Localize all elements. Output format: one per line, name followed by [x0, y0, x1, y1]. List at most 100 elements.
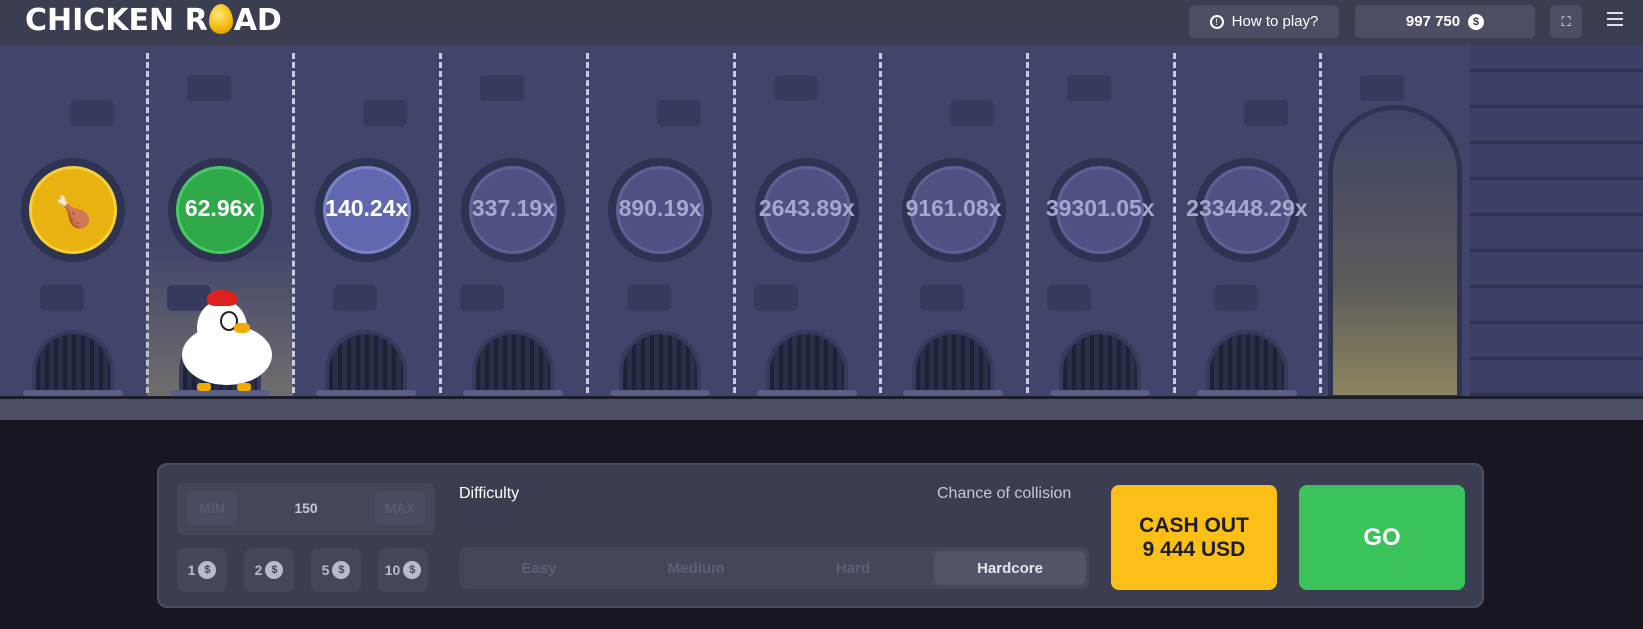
sewer-base	[23, 390, 123, 396]
chip-1-button[interactable]: 1 $	[177, 548, 227, 592]
dollar-coin-icon: $	[403, 561, 422, 579]
menu-icon[interactable]	[1607, 12, 1623, 30]
sewer-base	[463, 390, 564, 396]
multiplier-coin: 890.19x	[608, 158, 713, 262]
multiplier-value: 337.19x	[471, 195, 555, 221]
lane-divider	[1025, 53, 1029, 393]
logo: CHICKEN R AD	[25, 3, 282, 38]
brick	[480, 75, 525, 101]
brick	[656, 100, 701, 126]
fullscreen-icon: ⛶	[1561, 13, 1571, 29]
min-button[interactable]: MIN	[187, 491, 237, 525]
difficulty-hardcore-tab[interactable]: Hardcore	[934, 551, 1086, 585]
info-icon: !	[1209, 14, 1224, 29]
sewer-grate	[912, 330, 995, 392]
multiplier-value: 890.19x	[618, 195, 702, 221]
sewer-base	[169, 390, 270, 396]
multiplier-coin: 233448.29x	[1186, 158, 1308, 262]
sewer-grate	[32, 330, 114, 392]
multiplier-coin: 39301.05x	[1046, 158, 1155, 262]
difficulty-easy-tab[interactable]: Easy	[521, 559, 557, 577]
brick	[1243, 100, 1288, 126]
lane-divider	[879, 53, 883, 393]
dollar-coin-icon: $	[265, 561, 284, 579]
dollar-coin-icon: $	[1468, 13, 1485, 30]
control-panel: MIN 150 MAX 1 $2 $5 $10 $ Difficulty Chance …	[157, 463, 1484, 608]
brick	[460, 285, 505, 311]
sewer-grate	[765, 330, 848, 392]
multiplier-value: 2643.89x	[758, 195, 855, 221]
fullscreen-button[interactable]: ⛶	[1550, 5, 1582, 38]
sewer-grate	[618, 330, 701, 392]
brick	[70, 100, 114, 126]
brick	[1046, 285, 1091, 311]
brick	[753, 285, 798, 311]
chicken-character	[172, 285, 272, 395]
max-label: MAX	[384, 500, 416, 516]
balance-value: 997 750	[1405, 13, 1461, 30]
sewer-base	[1196, 390, 1297, 396]
difficulty-hard-tab[interactable]: Hard	[835, 559, 871, 577]
brick	[40, 285, 84, 311]
bet-input[interactable]: MIN 150 MAX	[177, 483, 435, 535]
lane-divider	[292, 53, 296, 393]
multiplier-coin: 62.96x	[168, 158, 273, 262]
sewer-base	[1049, 390, 1150, 396]
multiplier-coin: 337.19x	[461, 158, 566, 262]
lane: 233448.29x	[1174, 45, 1321, 396]
multiplier-coin: 🍗	[21, 158, 126, 262]
lane-divider	[1172, 53, 1176, 393]
final-archway	[1328, 105, 1462, 400]
how-to-play-button[interactable]: ! How to play?	[1189, 5, 1339, 38]
sewer-grate	[1058, 330, 1141, 392]
chip-2-button[interactable]: 2 $	[244, 548, 294, 592]
brick-wall	[1470, 45, 1643, 396]
multiplier-value: 233448.29x	[1186, 195, 1308, 221]
brick	[626, 285, 671, 311]
brick	[186, 75, 231, 101]
chip-value: 5	[321, 562, 330, 578]
multiplier-coin: 9161.08x	[901, 158, 1006, 262]
chip-10-button[interactable]: 10 $	[378, 548, 428, 592]
lane-divider	[732, 53, 736, 393]
brick	[950, 100, 995, 126]
brick	[1360, 75, 1405, 101]
multiplier-value: 62.96x	[184, 195, 256, 221]
multiplier-coin: 2643.89x	[754, 158, 859, 262]
lane: 🍗	[0, 45, 147, 396]
lane-divider	[585, 53, 589, 393]
lane-divider	[439, 53, 443, 393]
sewer-grate	[472, 330, 555, 392]
brick	[333, 285, 378, 311]
multiplier-value: 39301.05x	[1045, 195, 1155, 221]
chip-value: 2	[254, 562, 263, 578]
multiplier-value: 140.24x	[325, 195, 409, 221]
game-board: 🍗 62.96x 140.24x 337.19x 890.19x 2643.89x 916…	[0, 45, 1643, 420]
difficulty-medium-tab[interactable]: Medium	[667, 559, 725, 577]
go-label: GO	[1363, 523, 1401, 551]
brick	[1213, 285, 1258, 311]
sewer-base	[316, 390, 417, 396]
difficulty-selector: Easy Medium Hard Hardcore	[459, 547, 1089, 589]
lane: 337.19x	[440, 45, 587, 396]
lane: 2643.89x	[734, 45, 881, 396]
go-button[interactable]: GO	[1299, 485, 1465, 590]
bet-value[interactable]: 150	[294, 500, 318, 516]
lane[interactable]: 140.24x	[293, 45, 440, 396]
lane-divider	[1319, 53, 1323, 393]
brick	[773, 75, 818, 101]
ground-line	[0, 396, 1643, 399]
dollar-coin-icon: $	[332, 561, 351, 579]
chip-value: 1	[187, 562, 196, 578]
sewer-base	[609, 390, 710, 396]
sewer-base	[756, 390, 857, 396]
cash-out-amount: 9 444 USD	[1142, 537, 1246, 561]
multiplier-value: 9161.08x	[905, 195, 1002, 221]
chip-5-button[interactable]: 5 $	[311, 548, 361, 592]
max-button[interactable]: MAX	[375, 491, 425, 525]
cash-out-button[interactable]: CASH OUT 9 444 USD	[1111, 485, 1277, 590]
sewer-grate	[325, 330, 408, 392]
lane: 39301.05x	[1027, 45, 1174, 396]
roast-chicken-icon: 🍗	[54, 196, 93, 229]
lane-divider	[145, 53, 149, 393]
